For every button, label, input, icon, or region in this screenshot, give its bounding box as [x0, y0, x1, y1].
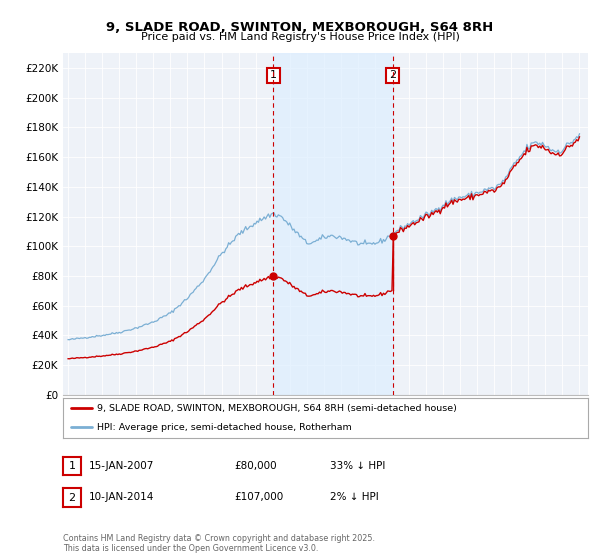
Text: 33% ↓ HPI: 33% ↓ HPI — [330, 461, 385, 471]
Text: 10-JAN-2014: 10-JAN-2014 — [89, 492, 154, 502]
Text: £80,000: £80,000 — [234, 461, 277, 471]
Text: £107,000: £107,000 — [234, 492, 283, 502]
Text: 1: 1 — [68, 461, 76, 471]
Text: 2% ↓ HPI: 2% ↓ HPI — [330, 492, 379, 502]
Text: 15-JAN-2007: 15-JAN-2007 — [89, 461, 154, 471]
Text: 2: 2 — [68, 493, 76, 502]
Text: Price paid vs. HM Land Registry's House Price Index (HPI): Price paid vs. HM Land Registry's House … — [140, 32, 460, 43]
Bar — [274, 53, 392, 395]
Text: 1: 1 — [270, 71, 277, 81]
Text: Contains HM Land Registry data © Crown copyright and database right 2025.
This d: Contains HM Land Registry data © Crown c… — [63, 534, 375, 553]
Text: HPI: Average price, semi-detached house, Rotherham: HPI: Average price, semi-detached house,… — [97, 423, 352, 432]
Text: 2: 2 — [389, 71, 396, 81]
Text: 9, SLADE ROAD, SWINTON, MEXBOROUGH, S64 8RH (semi-detached house): 9, SLADE ROAD, SWINTON, MEXBOROUGH, S64 … — [97, 404, 457, 413]
Text: 9, SLADE ROAD, SWINTON, MEXBOROUGH, S64 8RH: 9, SLADE ROAD, SWINTON, MEXBOROUGH, S64 … — [106, 21, 494, 34]
